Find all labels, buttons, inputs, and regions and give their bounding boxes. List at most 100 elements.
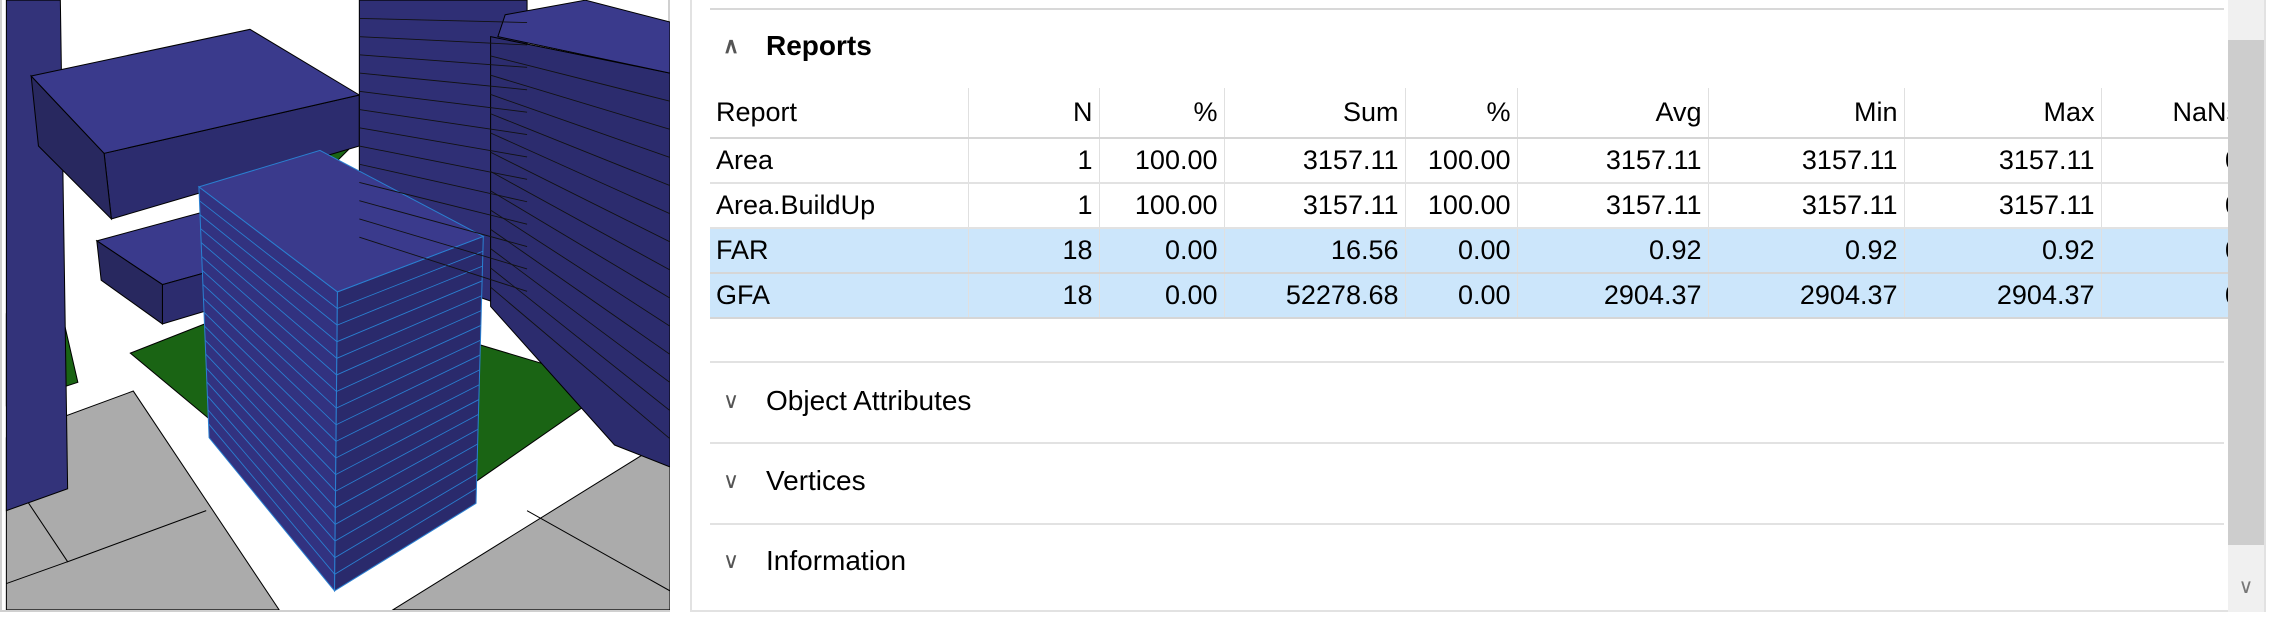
building-mid-side xyxy=(96,239,163,325)
section-title: Vertices xyxy=(766,465,866,496)
floor-line xyxy=(207,409,478,559)
floor-line xyxy=(359,236,528,292)
parcel-line xyxy=(526,510,671,592)
table-cell: 3157.11 xyxy=(1707,138,1904,184)
table-cell: 100.00 xyxy=(1098,183,1224,229)
table-row[interactable]: Area 1 100.00 3157.11 100.00 3157.11 3157.11 31… xyxy=(710,138,2246,184)
floor-line xyxy=(490,267,671,411)
column-header[interactable]: % xyxy=(1404,88,1517,139)
floor-line xyxy=(202,284,481,409)
floor-line xyxy=(201,256,482,376)
floor-line xyxy=(359,54,528,68)
floor-line xyxy=(359,163,528,203)
divider xyxy=(710,361,2224,363)
reports-title: Reports xyxy=(766,30,872,61)
scene-viewport[interactable] xyxy=(0,0,671,612)
table-cell: 0.00 xyxy=(1098,228,1224,274)
information-section-header[interactable]: ∨ Information xyxy=(716,545,906,577)
floor-line xyxy=(490,286,671,440)
table-cell: 3157.11 xyxy=(1903,138,2101,184)
column-header[interactable]: N xyxy=(967,88,1099,139)
table-cell: 3157.11 xyxy=(1516,183,1708,229)
parcel-line xyxy=(6,561,68,585)
table-row[interactable]: Area.BuildUp 1 100.00 3157.11 100.00 3157.11 3… xyxy=(710,183,2246,229)
column-header[interactable]: NaNs xyxy=(2100,88,2246,139)
column-header[interactable]: Sum xyxy=(1223,88,1405,139)
floor-line xyxy=(359,200,528,247)
table-cell: 0 xyxy=(2100,273,2246,319)
floor-line xyxy=(490,248,671,383)
floor-line xyxy=(359,182,528,225)
column-header[interactable]: Report xyxy=(710,88,968,139)
floor-line xyxy=(490,113,671,187)
table-cell: 3157.11 xyxy=(1707,183,1904,229)
table-cell: 18 xyxy=(967,273,1099,319)
column-header[interactable]: % xyxy=(1098,88,1224,139)
floor-line xyxy=(204,325,480,459)
table-cell: 1 xyxy=(967,138,1099,184)
table-cell: GFA xyxy=(710,273,968,319)
scroll-down-arrow-icon[interactable]: ∨ xyxy=(2238,576,2254,598)
table-cell: 18 xyxy=(967,228,1099,274)
table-cell: 2904.37 xyxy=(1516,273,1708,319)
floor-line xyxy=(490,171,671,271)
floor-line xyxy=(208,423,477,575)
chevron-down-icon: ∨ xyxy=(722,548,740,573)
table-cell: 16.56 xyxy=(1223,228,1405,274)
table-cell: 52278.68 xyxy=(1223,273,1405,319)
vertices-section-header[interactable]: ∨ Vertices xyxy=(716,465,866,497)
floor-line xyxy=(359,109,528,135)
floor-line xyxy=(204,339,480,476)
reports-section-header[interactable]: ∧ Reports xyxy=(716,30,872,62)
table-cell: 0 xyxy=(2100,228,2246,274)
floor-line xyxy=(359,218,528,270)
floor-line xyxy=(490,190,671,299)
floor-line xyxy=(359,17,528,24)
floor-line xyxy=(490,229,671,355)
table-cell: 100.00 xyxy=(1098,138,1224,184)
table-cell: 100.00 xyxy=(1404,138,1517,184)
floor-line xyxy=(206,381,478,525)
floor-line xyxy=(490,132,671,215)
floor-line xyxy=(359,145,528,180)
table-cell: 3157.11 xyxy=(1903,183,2101,229)
divider xyxy=(710,523,2224,525)
ground-parcel-left xyxy=(5,390,281,611)
floor-line xyxy=(490,94,671,158)
section-title: Object Attributes xyxy=(766,385,972,416)
table-cell: 0.92 xyxy=(1516,228,1708,274)
floor-line xyxy=(205,353,479,492)
floor-line xyxy=(490,74,671,130)
floor-line xyxy=(203,298,481,426)
table-cell: 0 xyxy=(2100,138,2246,184)
table-cell: 0 xyxy=(2100,183,2246,229)
floor-line xyxy=(200,242,482,359)
scrollbar-thumb[interactable] xyxy=(2228,40,2264,545)
section-title: Information xyxy=(766,545,907,576)
floor-line xyxy=(359,72,528,91)
table-cell: 1 xyxy=(967,183,1099,229)
table-cell: 100.00 xyxy=(1404,183,1517,229)
table-cell: 0.00 xyxy=(1098,273,1224,319)
floor-line xyxy=(359,127,528,158)
table-header-row: Report N% Sum% Avg Min Max NaNs xyxy=(710,88,2246,139)
divider xyxy=(710,442,2224,444)
floor-line xyxy=(359,36,528,46)
floor-line xyxy=(490,209,671,327)
column-header[interactable]: Min xyxy=(1707,88,1904,139)
object-attributes-section-header[interactable]: ∨ Object Attributes xyxy=(716,385,972,417)
floor-line xyxy=(205,367,479,509)
floor-line xyxy=(359,90,528,113)
table-cell: 0.00 xyxy=(1404,273,1517,319)
floor-line xyxy=(203,311,480,442)
city-3d-render[interactable] xyxy=(2,0,671,611)
vertical-scrollbar[interactable]: ∨ xyxy=(2228,0,2264,612)
table-row[interactable]: GFA 18 0.00 52278.68 0.00 2904.37 2904.37 2904.… xyxy=(710,273,2246,319)
chevron-down-icon: ∨ xyxy=(722,468,740,493)
table-cell: FAR xyxy=(710,228,968,274)
column-header[interactable]: Max xyxy=(1903,88,2101,139)
table-cell: 3157.11 xyxy=(1223,183,1405,229)
column-header[interactable]: Avg xyxy=(1516,88,1708,139)
chevron-up-icon: ∧ xyxy=(722,33,740,58)
